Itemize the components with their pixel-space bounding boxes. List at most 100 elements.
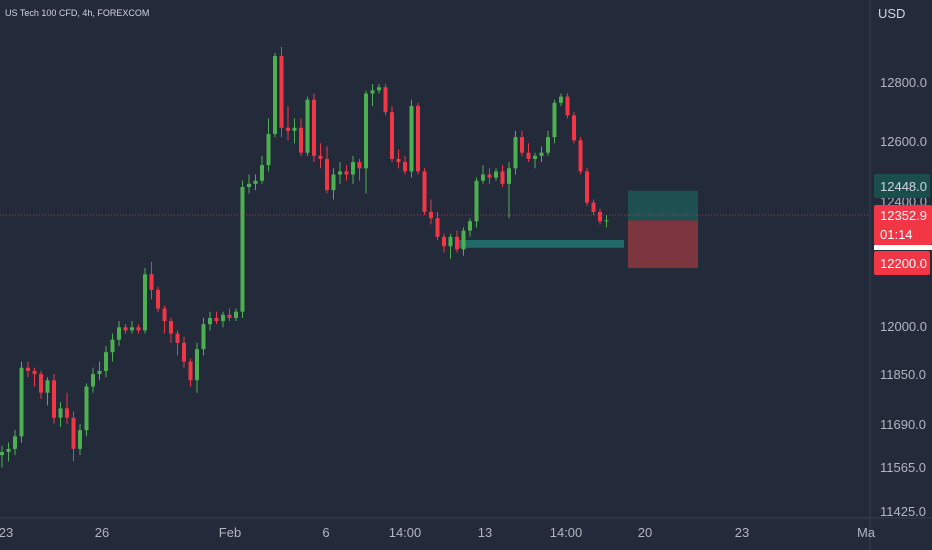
candle-body	[422, 171, 427, 212]
candle-body	[552, 102, 557, 138]
candle-body	[539, 152, 544, 156]
candle-body	[214, 317, 219, 322]
price-tick-label: 11565.0	[880, 460, 926, 475]
candle-body	[65, 408, 69, 418]
time-tick-label: Ma	[857, 525, 876, 540]
symbol-title: US Tech 100 CFD, 4h, FOREXCOM	[5, 8, 149, 18]
candle-body	[344, 171, 349, 175]
currency-label: USD	[878, 6, 905, 21]
candle-body	[117, 327, 121, 340]
time-tick-label: 20	[638, 525, 652, 540]
candle-body	[13, 436, 17, 449]
candle-body	[182, 342, 186, 362]
candle-body	[377, 87, 381, 91]
candle-body	[39, 374, 43, 393]
price-tick-label: 12600.0	[880, 134, 927, 149]
candle-body	[260, 165, 264, 181]
time-tick-label: 26	[95, 525, 109, 540]
candle-body	[0, 451, 4, 456]
candle-body	[104, 352, 108, 371]
current-price-badge	[874, 205, 932, 245]
candle-body	[565, 96, 570, 116]
time-tick-label: 23	[0, 525, 13, 540]
candle-body	[325, 158, 329, 191]
candle-body	[546, 137, 550, 153]
candle-body	[396, 158, 401, 163]
candle-body	[143, 274, 147, 331]
time-tick-label: 14:00	[389, 525, 422, 540]
candle-body	[169, 321, 173, 334]
price-tick-label: 12800.0	[880, 75, 927, 90]
candle-body	[578, 140, 583, 172]
candle-body	[234, 311, 238, 318]
candle-body	[585, 171, 589, 203]
support-zone	[458, 239, 624, 248]
candle-body	[123, 327, 128, 331]
stop-badge-value: 12200.0	[880, 256, 927, 271]
candle-body	[19, 367, 24, 437]
candle-body	[149, 274, 154, 290]
candle-body	[468, 221, 472, 231]
candle-body	[429, 211, 433, 219]
candle-body	[136, 327, 141, 331]
candle-body	[487, 174, 492, 178]
candle-body	[351, 162, 355, 175]
candle-body	[533, 155, 537, 159]
candle-body	[338, 171, 342, 175]
price-tick-label: 11425.0	[880, 504, 926, 519]
candle-body	[572, 115, 576, 141]
time-tick-label: 23	[735, 525, 749, 540]
candle-body	[474, 180, 479, 222]
candle-body	[227, 314, 232, 318]
candle-body	[286, 127, 290, 131]
candle-body	[403, 162, 407, 172]
candle-body	[97, 370, 102, 375]
target-badge	[874, 174, 930, 198]
candle-body	[26, 367, 30, 371]
price-tick-label: 12000.0	[880, 319, 927, 334]
candle-body	[481, 174, 485, 181]
candle-body	[71, 417, 76, 449]
candle-body	[279, 56, 284, 128]
candle-body	[357, 162, 362, 169]
take-profit-zone	[628, 190, 698, 221]
candle-body	[299, 127, 303, 153]
candle-body	[253, 180, 258, 184]
candle-body	[292, 127, 297, 131]
candle-body	[448, 236, 453, 247]
candle-body	[221, 314, 225, 322]
candle-body	[175, 333, 180, 343]
candle-body	[442, 236, 446, 247]
price-tick-label: 11850.0	[880, 367, 926, 382]
candle-body	[32, 370, 37, 375]
bar-countdown: 01:14	[880, 227, 913, 242]
price-tick-label: 11690.0	[880, 417, 926, 432]
candle-body	[240, 186, 245, 312]
time-tick-label: 6	[322, 525, 329, 540]
candle-body	[383, 87, 388, 113]
candle-body	[266, 133, 271, 166]
candle-body	[494, 171, 498, 178]
candle-body	[500, 171, 505, 184]
target-badge-value: 12448.0	[880, 179, 927, 194]
candle-body	[130, 327, 134, 331]
candle-body	[208, 317, 212, 325]
candle-body	[461, 230, 466, 250]
candle-body	[6, 448, 11, 452]
candle-body	[188, 361, 193, 381]
candle-body	[416, 105, 420, 172]
candle-body	[162, 308, 167, 322]
candle-body	[305, 99, 310, 153]
candle-body	[312, 99, 316, 156]
candle-body	[110, 339, 115, 353]
time-tick-label: 14:00	[550, 525, 583, 540]
candle-body	[604, 220, 609, 222]
candle-body	[156, 289, 160, 309]
candle-body	[598, 211, 602, 222]
candle-body	[318, 155, 323, 159]
stop-badge	[874, 251, 930, 275]
candle-body	[435, 218, 440, 237]
